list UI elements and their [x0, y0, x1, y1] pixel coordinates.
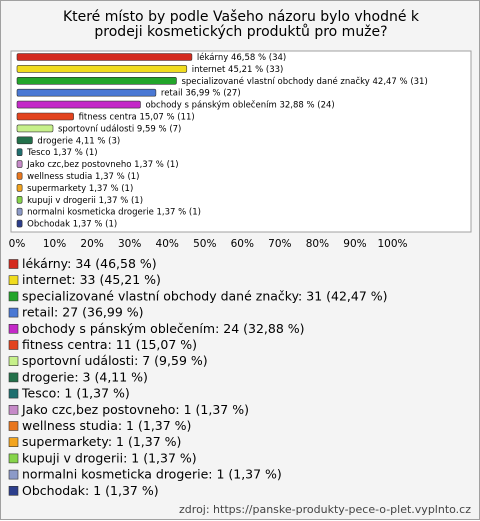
x-tick-label: 70%: [268, 238, 291, 250]
x-tick-label: 100%: [377, 238, 407, 250]
x-tick-label: 90%: [343, 238, 366, 250]
legend-label: fitness centra: 11 (15,07 %): [22, 337, 197, 352]
bar-label: lékárny 46,58 % (34): [197, 52, 286, 63]
bar-label: Jako czc,bez postovneho 1,37 % (1): [26, 160, 178, 170]
legend-swatch: [8, 404, 19, 415]
x-tick-label: 10%: [43, 238, 66, 250]
legend-label: specializované vlastní obchody dané znač…: [22, 288, 388, 303]
legend-swatch: [8, 485, 19, 496]
bar: [16, 65, 188, 73]
legend-swatch: [8, 469, 19, 480]
legend-swatch: [8, 259, 19, 269]
legend-label: kupuji v drogerii: 1 (1,37 %): [22, 450, 197, 465]
bar: [16, 112, 74, 121]
legend-swatch: [8, 453, 19, 464]
bar: [16, 136, 33, 145]
x-tick-label: 30%: [118, 238, 141, 250]
legend-swatch: [8, 323, 19, 334]
legend-swatch: [8, 372, 19, 383]
bar-label: fitness centra 15,07 % (11): [79, 113, 195, 123]
legend-label: Tesco: 1 (1,37 %): [21, 386, 130, 401]
legend-label: normalni kosmeticka drogerie: 1 (1,37 %): [22, 467, 282, 482]
x-tick-label: 40%: [156, 238, 179, 250]
bar-label: Obchodak 1,37 % (1): [27, 220, 117, 230]
legend-swatch: [8, 340, 19, 350]
legend-label: internet: 33 (45,21 %): [22, 272, 161, 287]
x-tick-label: 50%: [193, 238, 216, 250]
bar: [16, 207, 23, 216]
legend-swatch: [8, 388, 19, 399]
bar-label: Tesco 1,37 % (1): [26, 148, 97, 158]
bar-label: supermarkety 1,37 % (1): [27, 184, 133, 194]
bar: [16, 219, 23, 228]
legend-swatch: [8, 437, 19, 448]
bar: [16, 184, 23, 192]
legend-swatch: [8, 356, 19, 367]
legend-swatch: [8, 307, 19, 318]
legend-label: drogerie: 3 (4,11 %): [22, 369, 148, 384]
bar: [16, 88, 157, 97]
legend-label: Jako czc,bez postovneho: 1 (1,37 %): [21, 402, 249, 417]
x-tick-label: 60%: [231, 238, 254, 250]
legend-label: obchody s pánským oblečením: 24 (32,88 %…: [22, 321, 305, 336]
bar-label: normalni kosmeticka drogerie 1,37 % (1): [27, 208, 201, 218]
bar-label: kupuji v drogerii 1,37 % (1): [27, 196, 143, 206]
bar-label: sportovní události 9,59 % (7): [58, 124, 181, 134]
x-tick-label: 80%: [306, 238, 329, 250]
legend-label: retail: 27 (36,99 %): [22, 305, 144, 320]
bar-label: obchody s pánským oblečením 32,88 % (24): [145, 100, 334, 111]
legend-swatch: [8, 291, 19, 302]
bar-label: drogerie 4,11 % (3): [37, 136, 120, 146]
x-tick-label: 0%: [9, 238, 26, 250]
bar-label: wellness studia 1,37 % (1): [27, 172, 139, 182]
legend-label: wellness studia: 1 (1,37 %): [22, 418, 191, 433]
bar: [16, 124, 54, 133]
bar-label: internet 45,21 % (33): [192, 65, 284, 75]
bar: [16, 100, 141, 109]
chart-title: Které místo by podle Vašeho názoru bylo …: [62, 9, 420, 40]
bar-label: specializované vlastní obchody dané znač…: [181, 76, 427, 87]
legend-label: sportovní události: 7 (9,59 %): [22, 353, 208, 368]
bar-label: retail 36,99 % (27): [161, 89, 241, 99]
legend-label: lékárny: 34 (46,58 %): [22, 256, 157, 271]
bar: [16, 148, 23, 156]
x-tick-label: 20%: [80, 238, 103, 250]
bar: [16, 77, 177, 85]
legend-swatch: [8, 275, 19, 286]
legend-label: Obchodak: 1 (1,37 %): [22, 483, 159, 498]
legend-label: supermarkety: 1 (1,37 %): [22, 434, 181, 449]
bar: [16, 172, 23, 180]
source: zdroj: https://panske-produkty-pece-o-pl…: [179, 503, 471, 516]
bar: [16, 53, 193, 61]
legend-swatch: [8, 421, 19, 431]
bar: [16, 160, 23, 168]
bar: [16, 196, 23, 204]
